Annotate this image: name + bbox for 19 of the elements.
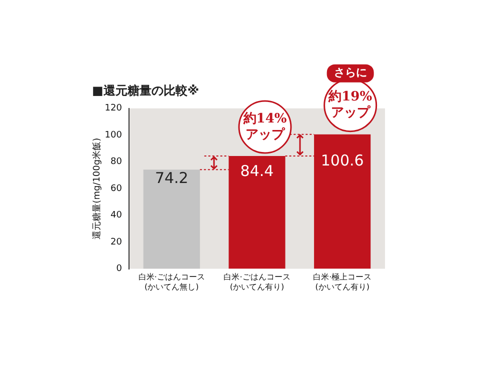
y-tick-label: 120 [104,104,122,114]
annotation: 約19% アップ [328,90,373,121]
y-tick-label: 100 [104,130,122,140]
x-tick-label: 白米·ごはんコース (かいてん無し) [138,272,205,292]
chart-title: ■還元糖量の比較※ [92,83,200,98]
text: さらに [334,66,367,80]
data-label: 84.4 [240,162,274,180]
data-label: 74.2 [154,169,188,187]
y-tick-label: 20 [110,237,122,248]
y-axis-title: 還元糖量(mg/100g米飯) [92,138,103,240]
annotation: 約14% アップ [242,111,288,142]
y-tick-label: 80 [110,157,122,168]
y-tick-label: 0 [116,264,122,274]
y-tick-label: 40 [110,210,122,221]
y-tick-label: 60 [110,184,122,194]
bar [143,170,200,269]
data-label: 100.6 [320,151,364,170]
x-tick-label: 白米·極上コース (かいてん有り) [313,272,372,292]
x-tick-label: 白米·ごはんコース (かいてん有り) [224,272,290,292]
